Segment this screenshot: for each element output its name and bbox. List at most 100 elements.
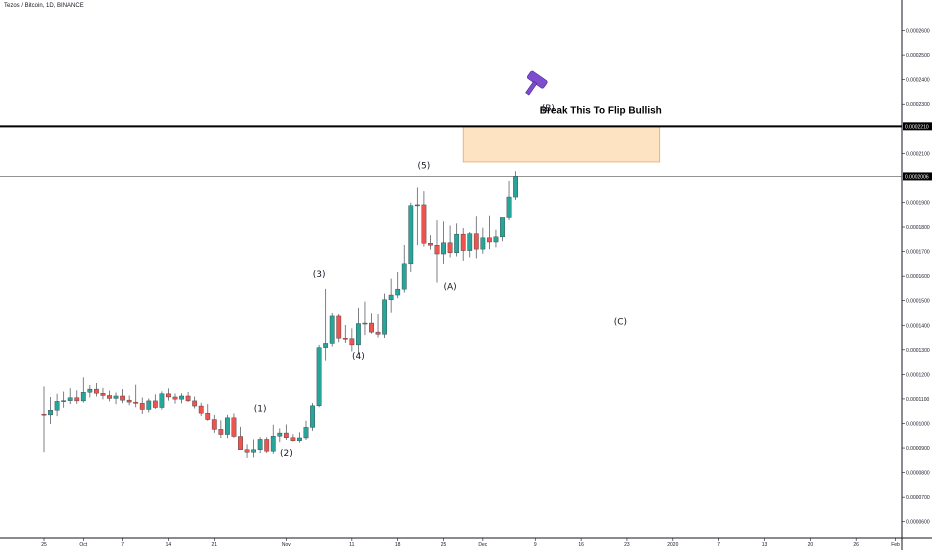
- candle-body[interactable]: [323, 343, 329, 348]
- candle-body[interactable]: [74, 397, 80, 402]
- candle-body[interactable]: [428, 243, 433, 246]
- candle-body[interactable]: [100, 393, 106, 396]
- candle-body[interactable]: [205, 412, 211, 420]
- candle-body[interactable]: [473, 233, 479, 250]
- y-tick-label: 0.0001400: [906, 323, 930, 329]
- candle-body[interactable]: [257, 439, 263, 450]
- candle-body[interactable]: [349, 338, 355, 346]
- x-tick-label: 26: [853, 542, 859, 548]
- candle-body[interactable]: [506, 196, 512, 218]
- candle-body[interactable]: [152, 400, 158, 408]
- x-tick-label: Nov: [282, 542, 291, 548]
- candle-body[interactable]: [454, 233, 460, 254]
- candle-body[interactable]: [480, 237, 486, 250]
- candle-body[interactable]: [113, 395, 119, 399]
- candle-body[interactable]: [290, 437, 296, 441]
- candle-body[interactable]: [513, 176, 519, 198]
- candle-body[interactable]: [159, 393, 165, 408]
- candle-body[interactable]: [218, 429, 224, 435]
- wave-label: (3): [313, 270, 326, 280]
- candle-body[interactable]: [264, 439, 270, 452]
- x-tick-label: 2020: [667, 542, 678, 548]
- price-badge: [903, 122, 932, 131]
- candle-body[interactable]: [336, 315, 342, 339]
- y-tick-label: 0.0000700: [906, 495, 930, 501]
- candle-body[interactable]: [434, 244, 440, 255]
- candle-body[interactable]: [133, 401, 139, 404]
- y-tick-label: 0.0001500: [906, 299, 930, 305]
- y-tick-label: 0.0000600: [906, 520, 930, 526]
- candle-body[interactable]: [172, 396, 178, 400]
- candle-body[interactable]: [224, 417, 230, 435]
- y-tick-label: 0.0002400: [906, 78, 930, 84]
- candle-body[interactable]: [146, 400, 152, 410]
- candle-body[interactable]: [342, 338, 348, 340]
- candle-body[interactable]: [251, 449, 256, 453]
- candle-body[interactable]: [382, 299, 387, 335]
- candle-body[interactable]: [467, 233, 473, 251]
- x-tick-label: Feb: [891, 542, 900, 548]
- candle-body[interactable]: [408, 205, 414, 265]
- candle-body[interactable]: [126, 399, 132, 403]
- candle-body[interactable]: [395, 288, 401, 296]
- candle-body[interactable]: [80, 392, 86, 402]
- candle-body[interactable]: [375, 331, 381, 335]
- candle-body[interactable]: [198, 405, 204, 414]
- candle-body[interactable]: [244, 449, 250, 453]
- candle-body[interactable]: [211, 419, 217, 430]
- candle-body[interactable]: [329, 315, 335, 344]
- y-tick-label: 0.0002500: [906, 53, 930, 59]
- candle-body[interactable]: [93, 388, 99, 394]
- candle-body[interactable]: [185, 395, 191, 402]
- candle-body[interactable]: [107, 395, 112, 399]
- candle-body[interactable]: [87, 388, 93, 393]
- candle-body[interactable]: [500, 217, 505, 238]
- wave-label: (C): [614, 317, 627, 327]
- candle-body[interactable]: [369, 322, 374, 333]
- candle-body[interactable]: [310, 405, 315, 428]
- x-tick-label: 25: [441, 542, 447, 548]
- wave-label: (5): [418, 162, 431, 172]
- candle-body[interactable]: [356, 323, 361, 346]
- candle-body[interactable]: [414, 204, 420, 207]
- candle-body[interactable]: [166, 393, 171, 398]
- candle-body[interactable]: [277, 432, 283, 437]
- candle-body[interactable]: [487, 237, 492, 243]
- candle-body[interactable]: [61, 400, 67, 402]
- candle-body[interactable]: [388, 294, 394, 300]
- candle-body[interactable]: [441, 242, 446, 255]
- x-tick-label: 16: [578, 542, 584, 548]
- candle-body[interactable]: [67, 397, 73, 401]
- candle-body[interactable]: [421, 204, 427, 244]
- x-tick-label: 21: [212, 542, 218, 548]
- candle-body[interactable]: [303, 427, 309, 439]
- candle-body[interactable]: [493, 236, 499, 243]
- candle-body[interactable]: [179, 395, 184, 400]
- candle-body[interactable]: [401, 263, 407, 290]
- candle-body[interactable]: [362, 322, 368, 325]
- x-tick-label: 13: [762, 542, 768, 548]
- y-tick-label: 0.0001800: [906, 225, 930, 231]
- candle-body[interactable]: [54, 401, 60, 411]
- candle-body[interactable]: [270, 436, 276, 452]
- chart-title: Tezos / Bitcoin, 1D, BINANCE: [4, 3, 84, 9]
- y-tick-label: 0.0002300: [906, 102, 930, 108]
- x-tick-label: 25: [41, 542, 47, 548]
- candle-body[interactable]: [231, 417, 237, 437]
- candle-body[interactable]: [120, 395, 126, 401]
- x-tick-label: 7: [121, 542, 124, 548]
- wave-label: (4): [352, 352, 365, 362]
- candle-body[interactable]: [316, 347, 322, 407]
- candle-body[interactable]: [139, 403, 145, 410]
- candle-body[interactable]: [283, 432, 289, 438]
- candle-body[interactable]: [238, 436, 243, 450]
- y-tick-label: 0.0000800: [906, 471, 930, 477]
- candle-body[interactable]: [48, 410, 53, 416]
- candle-body[interactable]: [447, 242, 453, 254]
- candle-body[interactable]: [297, 437, 302, 441]
- candle-body[interactable]: [41, 413, 47, 416]
- candle-body[interactable]: [460, 233, 466, 251]
- candle-body[interactable]: [192, 400, 198, 407]
